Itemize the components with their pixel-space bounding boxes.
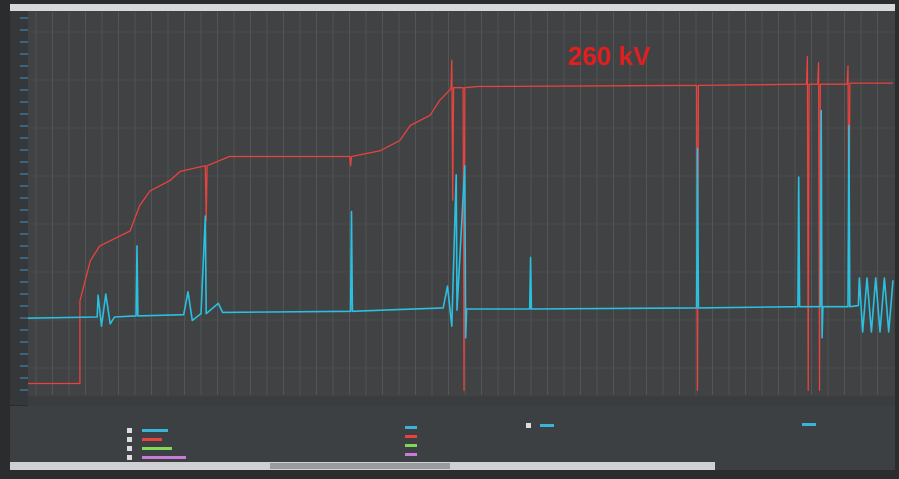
series-line (27, 109, 894, 339)
series-line (28, 56, 893, 392)
checkbox[interactable] (526, 423, 531, 428)
legend-swatch (540, 424, 554, 427)
legend-swatch (405, 453, 417, 456)
legend-swatch (405, 444, 417, 447)
legend-swatch (405, 435, 417, 438)
annotation: 260 kV (568, 41, 651, 71)
legend-swatch (802, 423, 816, 426)
legend-swatch (142, 429, 168, 432)
legend-swatch (405, 426, 417, 429)
checkbox[interactable] (127, 428, 132, 433)
time-axis-strip (28, 396, 895, 406)
plot (20, 12, 894, 395)
checkbox[interactable] (127, 437, 132, 442)
title-bar (10, 4, 895, 11)
y-axis-strip (10, 11, 28, 405)
checkbox[interactable] (127, 455, 132, 460)
checkbox[interactable] (127, 446, 132, 451)
legend-swatch (142, 456, 186, 459)
scrollbar-thumb[interactable] (270, 463, 450, 469)
legend-swatch (142, 447, 172, 450)
legend-swatch (142, 438, 162, 441)
